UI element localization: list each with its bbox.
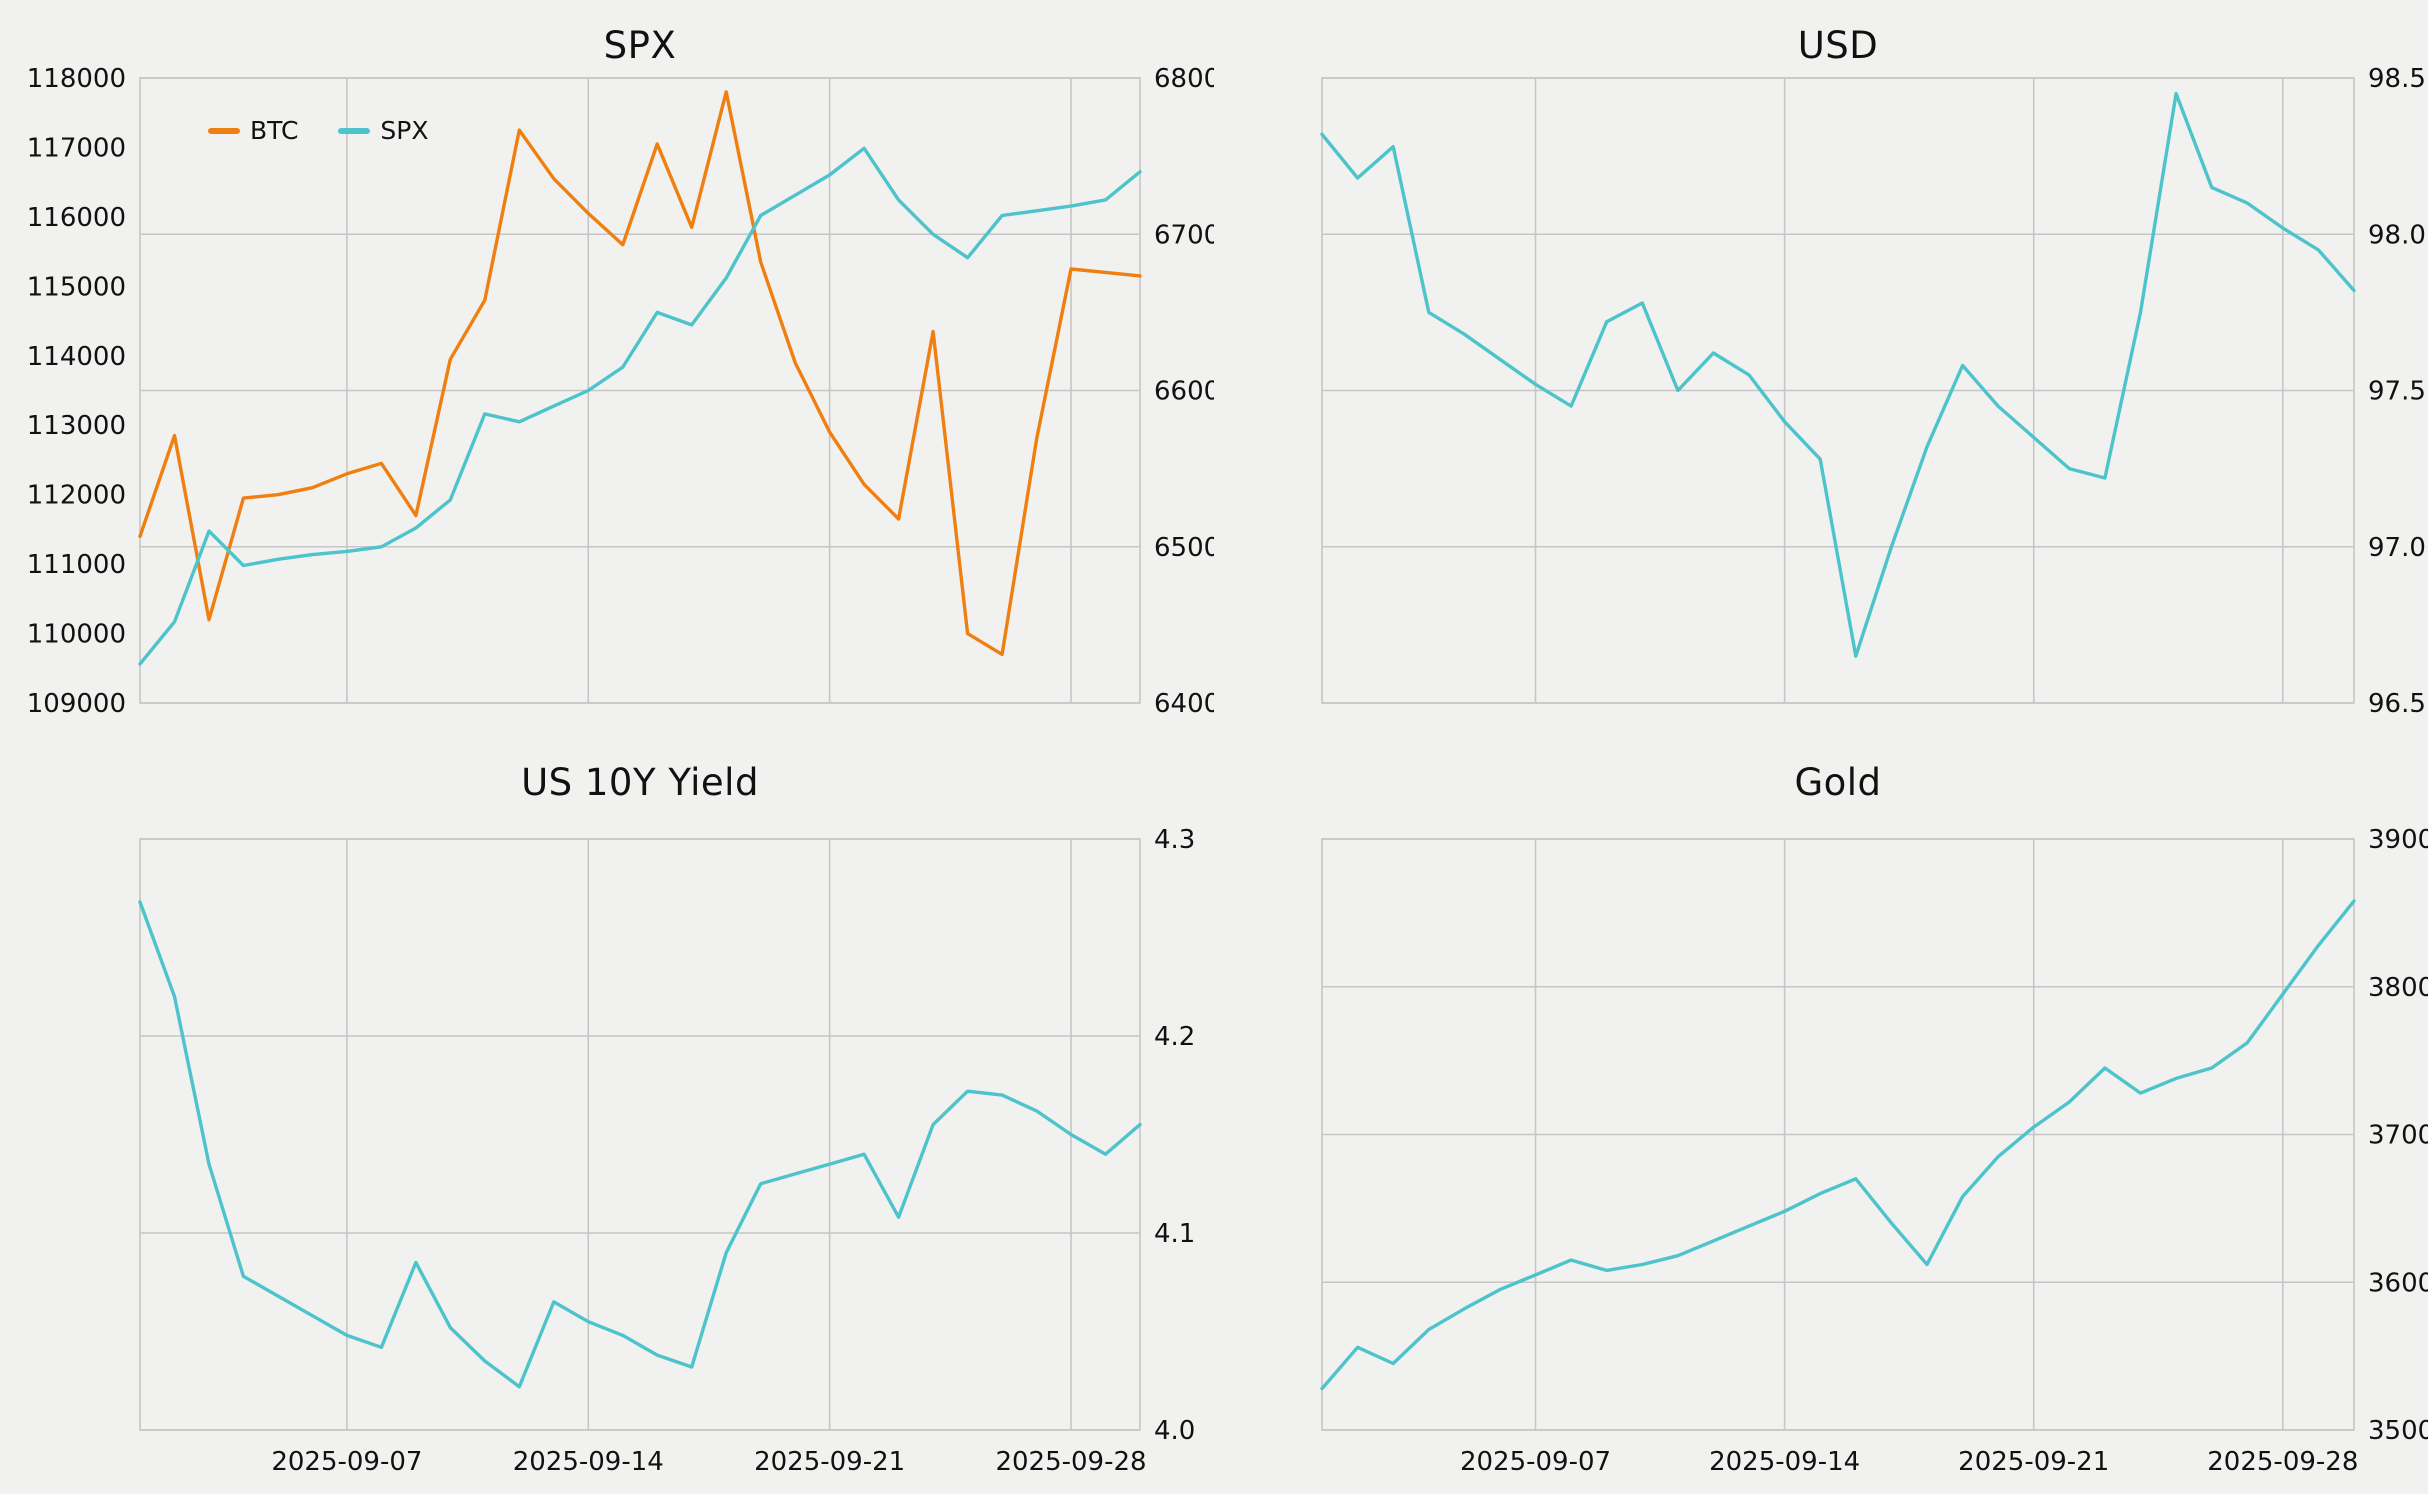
right-axis-tick-label: 6700 (1154, 220, 1214, 250)
spx-legend: BTC SPX (198, 112, 439, 149)
series-line-us10y (138, 900, 1142, 1389)
right-axis-tick-label: 98.5 (2368, 64, 2426, 94)
legend-label-spx: SPX (380, 116, 429, 145)
spx-plot-canvas: 6400 6500 6600 6700 6800 109000 110000 111000 11… (27, 64, 1214, 719)
chart-title-gold: Gold (1794, 761, 1882, 804)
left-axis-tick-label: 113000 (27, 411, 126, 441)
left-axis-tick-label: 114000 (27, 342, 126, 372)
left-axis-tick-label: 110000 (27, 620, 126, 650)
spx-line-swatch (338, 127, 371, 134)
gold-plot-canvas: 3500 3600 3700 3800 3900 2025-09-07 2025-09-14… (1320, 825, 2428, 1477)
right-axis-tick-label: 98.0 (2368, 220, 2426, 250)
right-axis-tick-label: 4.0 (1154, 1416, 1195, 1446)
left-axis-tick-label: 116000 (27, 203, 126, 233)
right-axis-tick-label: 6800 (1154, 64, 1214, 94)
right-axis-tick-label: 97.5 (2368, 377, 2426, 407)
x-axis-tick-label: 2025-09-07 (271, 1447, 422, 1477)
right-axis-tick-label: 97.0 (2368, 533, 2426, 563)
btc-line-swatch (208, 127, 240, 134)
x-axis-tick-label: 2025-09-14 (513, 1447, 664, 1477)
chart-title-us10y: US 10Y Yield (521, 761, 759, 804)
series-line-gold (1320, 899, 2356, 1391)
left-axis-tick-label: 112000 (27, 481, 126, 511)
left-axis-tick-label: 111000 (27, 550, 126, 580)
left-axis-tick-label: 115000 (27, 272, 126, 302)
right-axis-tick-label: 6400 (1154, 689, 1214, 719)
x-axis-tick-label: 2025-09-07 (1460, 1447, 1611, 1477)
right-axis-tick-label: 6500 (1154, 533, 1214, 563)
us10y-plot-canvas: 4.0 4.1 4.2 4.3 2025-09-07 2025-09-14 2025-09-… (138, 825, 1195, 1477)
series-line-usd (1320, 91, 2356, 658)
chart-title-spx: SPX (603, 24, 677, 67)
left-axis-tick-label: 118000 (27, 64, 126, 94)
right-axis-tick-label: 4.1 (1154, 1219, 1195, 1249)
right-axis-tick-label: 3500 (2368, 1416, 2428, 1446)
legend-label-btc: BTC (250, 116, 299, 145)
chart-usd: 96.5 97.0 97.5 98.0 98.5 USD (1214, 0, 2428, 747)
chart-us10y: 4.0 4.1 4.2 4.3 2025-09-07 2025-09-14 2025-09-… (0, 747, 1214, 1494)
x-axis-tick-label: 2025-09-21 (1958, 1447, 2109, 1477)
right-axis-tick-label: 3900 (2368, 825, 2428, 855)
left-axis-tick-label: 117000 (27, 133, 126, 163)
x-axis-tick-label: 2025-09-28 (995, 1447, 1146, 1477)
chart-title-usd: USD (1797, 24, 1879, 67)
legend-item-btc: BTC (208, 116, 298, 145)
usd-plot-canvas: 96.5 97.0 97.5 98.0 98.5 (1320, 64, 2426, 719)
right-axis-tick-label: 6600 (1154, 377, 1214, 407)
x-axis-tick-label: 2025-09-21 (754, 1447, 905, 1477)
legend-item-spx: SPX (338, 116, 429, 145)
right-axis-tick-label: 4.3 (1154, 825, 1195, 855)
right-axis-tick-label: 3600 (2368, 1268, 2428, 1298)
x-axis-tick-label: 2025-09-28 (2207, 1447, 2358, 1477)
plot-border (139, 838, 1141, 1431)
plot-border (1321, 77, 2355, 704)
chart-spx: 6400 6500 6600 6700 6800 109000 110000 111000 11… (0, 0, 1214, 747)
plot-border (1321, 838, 2355, 1431)
left-axis-tick-label: 109000 (27, 689, 126, 719)
x-axis-tick-label: 2025-09-14 (1709, 1447, 1860, 1477)
right-axis-tick-label: 96.5 (2368, 689, 2426, 719)
right-axis-tick-label: 4.2 (1154, 1022, 1195, 1052)
series-line-spx (138, 146, 1142, 666)
right-axis-tick-label: 3800 (2368, 973, 2428, 1003)
right-axis-tick-label: 3700 (2368, 1121, 2428, 1151)
series-line-btc (138, 90, 1142, 657)
chart-gold: 3500 3600 3700 3800 3900 2025-09-07 2025-09-14… (1214, 747, 2428, 1494)
plot-border (139, 77, 1141, 704)
